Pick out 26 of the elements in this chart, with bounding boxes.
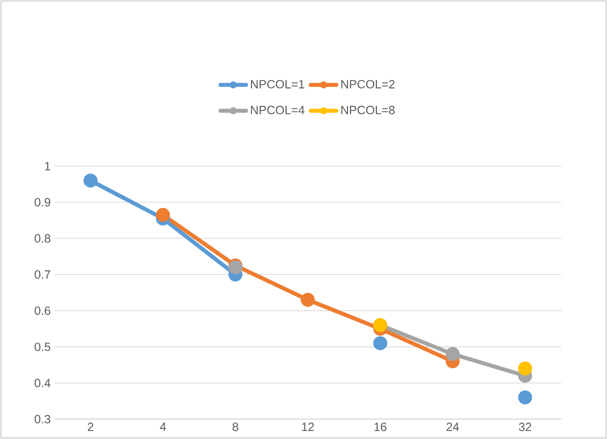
y-tick-label: 0.6: [34, 306, 50, 315]
y-tick-label: 0.4: [34, 378, 50, 388]
point: [373, 336, 388, 350]
y-tick-label: 0.5: [34, 342, 50, 352]
legend-label: NPCOL=2: [341, 80, 395, 88]
x-tick-label: 12: [302, 422, 314, 431]
point: [518, 362, 532, 376]
y-tick-label: 0.7: [34, 270, 50, 279]
y-tick-label: 0.8: [34, 234, 50, 243]
y-tick-label: 0.9: [34, 198, 50, 206]
x-tick-label: 16: [374, 422, 386, 432]
x-tick-label: 2: [88, 422, 94, 431]
x-tick-label: 24: [446, 422, 459, 431]
point: [300, 292, 315, 307]
point: [446, 347, 460, 362]
legend-label: NPCOL=8: [341, 106, 395, 114]
point: [156, 208, 170, 222]
y-tick-label: 0.3: [34, 414, 50, 424]
legend-label: NPCOL=1: [250, 80, 304, 88]
point: [518, 390, 532, 404]
x-tick-label: 32: [518, 422, 532, 432]
x-tick-label: 4: [160, 422, 166, 431]
point: [84, 174, 98, 188]
legend-label: NPCOL=4: [250, 106, 304, 114]
y-tick-label: 1: [45, 162, 50, 170]
x-tick-label: 8: [232, 422, 238, 432]
